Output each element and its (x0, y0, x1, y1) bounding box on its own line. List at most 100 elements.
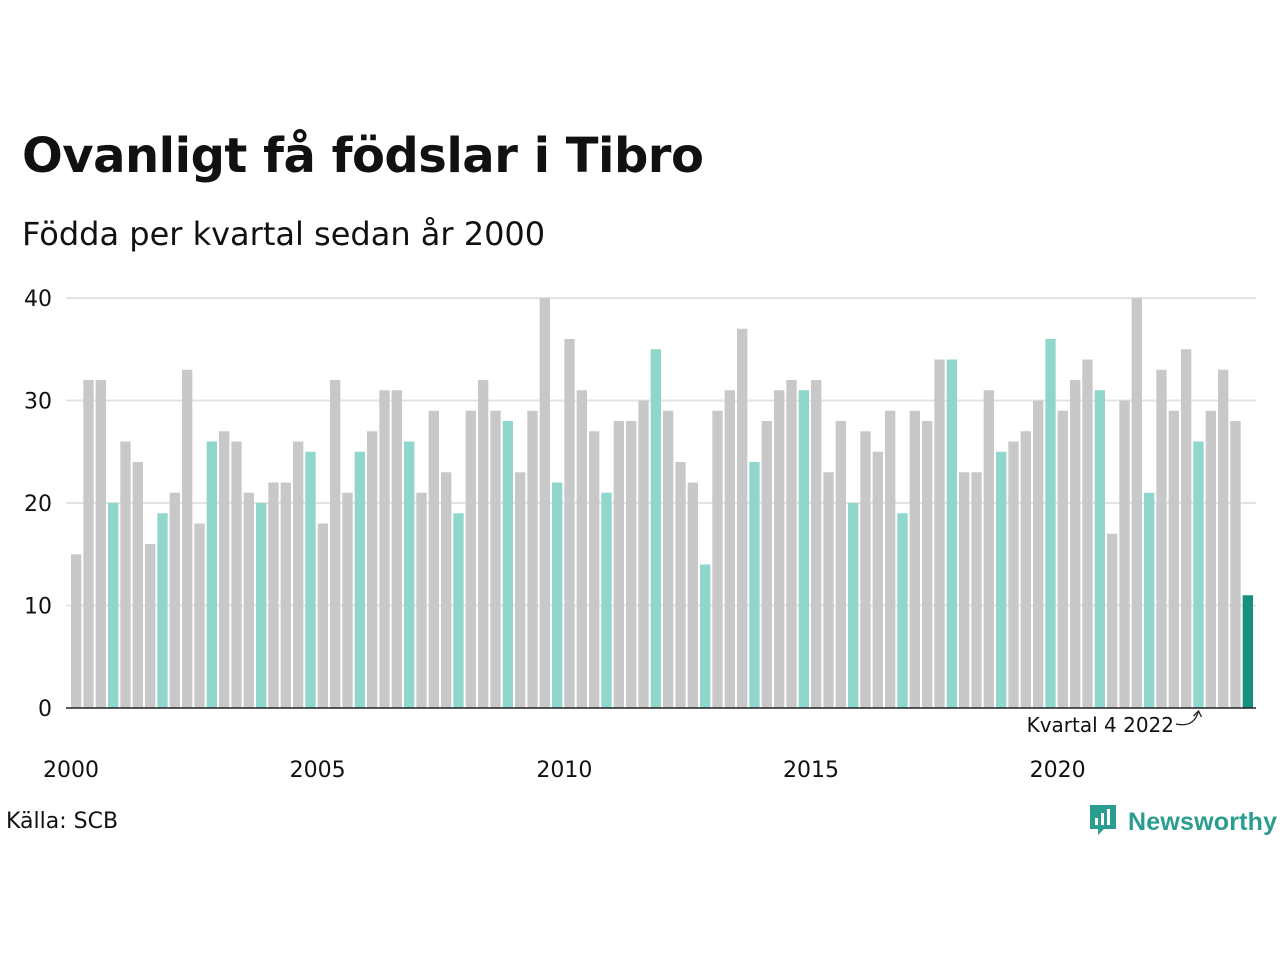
bar (527, 410, 538, 708)
bar (1242, 595, 1253, 708)
bar (638, 400, 649, 708)
bar (786, 380, 797, 708)
bar (959, 472, 970, 708)
bar (367, 431, 378, 708)
bar (835, 421, 846, 708)
annotation-label: Kvartal 4 2022 (1027, 713, 1174, 737)
chart-title: Ovanligt få födslar i Tibro (22, 128, 704, 184)
bar (465, 410, 476, 708)
bar (897, 513, 908, 708)
y-tick-label: 10 (24, 595, 52, 620)
x-tick-label: 2010 (536, 758, 592, 783)
bar (996, 451, 1007, 708)
bar (552, 482, 563, 708)
bar (811, 380, 822, 708)
bar (909, 410, 920, 708)
y-tick-label: 40 (24, 287, 52, 312)
bar (1131, 298, 1142, 708)
annotation-arrow (1175, 710, 1200, 726)
source-note: Källa: SCB (6, 809, 119, 834)
bar (848, 503, 859, 708)
bar (1033, 400, 1044, 708)
bar (83, 380, 94, 708)
bar (1070, 380, 1081, 708)
bar (1205, 410, 1216, 708)
bar (946, 359, 957, 708)
bar (194, 523, 205, 708)
y-tick-label: 20 (24, 492, 52, 517)
bar (675, 462, 686, 708)
bar (453, 513, 464, 708)
bar-chart: 0 10 20 30 40 2000 2005 2010 2015 2020 Kvartal 4… (24, 287, 1256, 783)
bar (539, 298, 550, 708)
bar (1119, 400, 1130, 708)
bar (601, 492, 612, 708)
bar (798, 390, 809, 708)
bar (1181, 349, 1192, 708)
bar (626, 421, 637, 708)
newsworthy-chat-chart-icon (1088, 803, 1118, 841)
bar (108, 503, 119, 708)
bar (737, 328, 748, 708)
bar (971, 472, 982, 708)
bar (749, 462, 760, 708)
bar (1144, 492, 1155, 708)
bar (1168, 410, 1179, 708)
bar (478, 380, 489, 708)
bar (256, 503, 267, 708)
bar (1156, 369, 1167, 708)
bar (404, 441, 415, 708)
bar (1230, 421, 1241, 708)
bar (687, 482, 698, 708)
bar (293, 441, 304, 708)
bar (317, 523, 328, 708)
bar (860, 431, 871, 708)
bar (330, 380, 341, 708)
bar (700, 564, 711, 708)
bar (95, 380, 106, 708)
bar (823, 472, 834, 708)
bar (169, 492, 180, 708)
bar (354, 451, 365, 708)
bar (589, 431, 600, 708)
bar (391, 390, 402, 708)
bar (243, 492, 254, 708)
bar (342, 492, 353, 708)
bar (182, 369, 193, 708)
bar (268, 482, 279, 708)
bar (120, 441, 131, 708)
bar (761, 421, 772, 708)
bar (1107, 533, 1118, 708)
bar (157, 513, 168, 708)
bar (206, 441, 217, 708)
bars (71, 298, 1253, 708)
y-axis-ticks: 0 10 20 30 40 (24, 287, 52, 722)
bar (502, 421, 513, 708)
bar (71, 554, 82, 708)
bar (712, 410, 723, 708)
bar (1020, 431, 1031, 708)
bar (145, 544, 156, 708)
bar (1045, 339, 1056, 708)
y-tick-label: 30 (24, 390, 52, 415)
bar (1082, 359, 1093, 708)
bar (1193, 441, 1204, 708)
bar (1094, 390, 1105, 708)
bar (441, 472, 452, 708)
bar (132, 462, 143, 708)
bar (379, 390, 390, 708)
x-tick-label: 2015 (783, 758, 839, 783)
bar (1057, 410, 1068, 708)
bar (1218, 369, 1229, 708)
bar (774, 390, 785, 708)
bar (231, 441, 242, 708)
bar (872, 451, 883, 708)
bar (650, 349, 661, 708)
y-tick-label: 0 (38, 697, 52, 722)
bar (1008, 441, 1019, 708)
annotation-arrowhead (1193, 709, 1203, 718)
bar (934, 359, 945, 708)
brand-logo: Newsworthy (1088, 803, 1277, 841)
bar (663, 410, 674, 708)
x-tick-label: 2000 (43, 758, 99, 783)
